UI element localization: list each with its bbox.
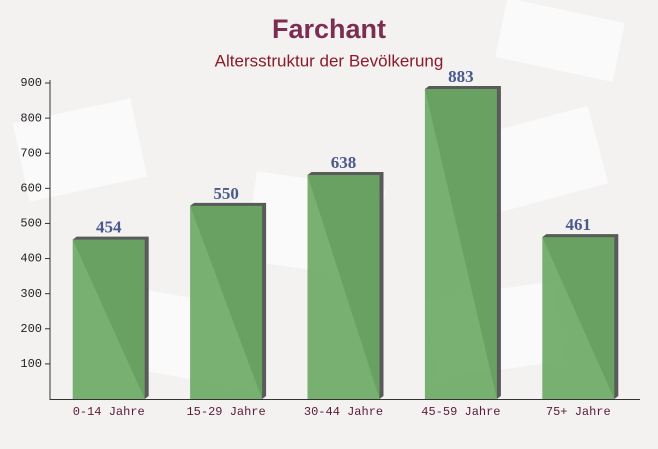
y-tick-label: 700 [20,146,42,160]
chart-subtitle: Altersstruktur der Bevölkerung [215,51,444,70]
value-label: 638 [331,153,357,172]
y-tick-label: 200 [20,322,42,336]
value-label: 461 [566,215,592,234]
value-label: 883 [448,67,474,86]
value-label: 550 [213,184,239,203]
y-tick-label: 300 [20,287,42,301]
chart-title: Farchant [272,14,386,44]
x-tick-label: 75+ Jahre [546,405,611,419]
y-tick-label: 600 [20,182,42,196]
value-label: 454 [96,218,122,237]
y-tick-label: 400 [20,252,42,266]
bar [190,205,263,399]
y-tick-label: 500 [20,217,42,231]
y-tick-label: 900 [20,76,42,90]
bar [424,88,497,400]
x-tick-label: 45-59 Jahre [421,405,500,419]
y-tick-label: 800 [20,111,42,125]
y-tick-label: 100 [20,357,42,371]
bar [72,239,145,399]
bar [542,237,615,399]
x-tick-label: 0-14 Jahre [73,405,145,419]
x-tick-label: 15-29 Jahre [186,405,265,419]
x-tick-label: 30-44 Jahre [304,405,383,419]
bar [307,174,380,399]
